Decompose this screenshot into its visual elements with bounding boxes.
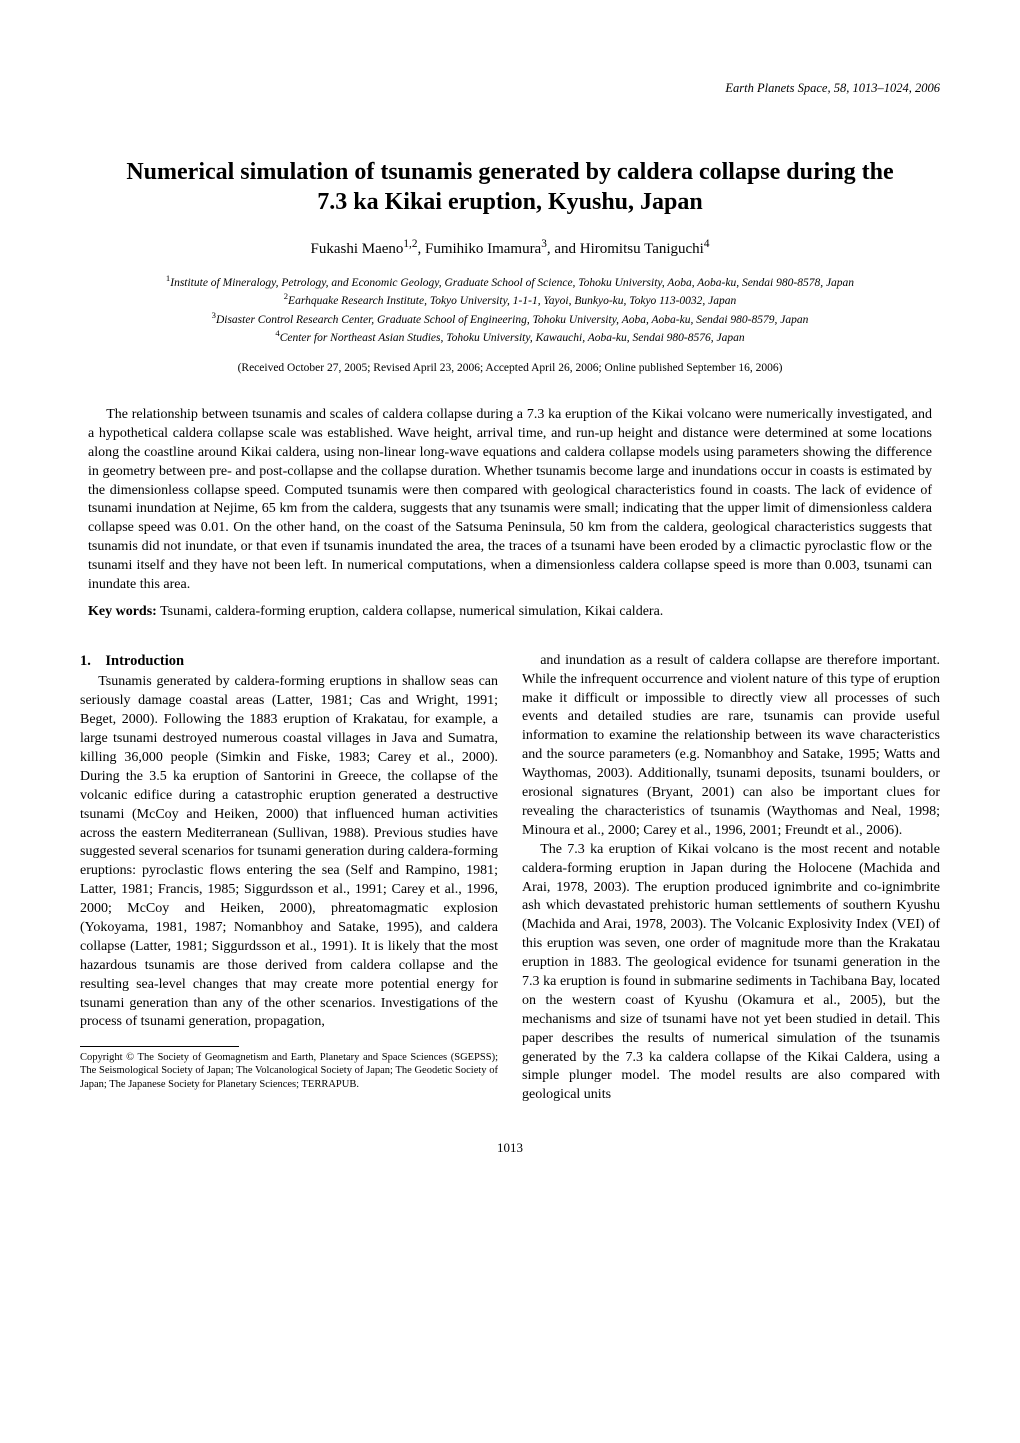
affiliation-2: 2Earhquake Research Institute, Tokyo Uni… bbox=[80, 291, 940, 309]
manuscript-dates: (Received October 27, 2005; Revised Apri… bbox=[80, 361, 940, 377]
paper-title: Numerical simulation of tsunamis generat… bbox=[110, 157, 910, 217]
abstract: The relationship between tsunamis and sc… bbox=[88, 406, 932, 595]
intro-paragraph-3: The 7.3 ka eruption of Kikai volcano is … bbox=[522, 841, 940, 1105]
intro-paragraph-2: and inundation as a result of caldera co… bbox=[522, 652, 940, 841]
keywords-label: Key words: bbox=[88, 604, 157, 619]
affiliation-3: 3Disaster Control Research Center, Gradu… bbox=[80, 310, 940, 328]
abstract-text: The relationship between tsunamis and sc… bbox=[88, 406, 932, 595]
keywords: Key words: Tsunami, caldera-forming erup… bbox=[88, 603, 932, 622]
affiliation-1: 1Institute of Mineralogy, Petrology, and… bbox=[80, 273, 940, 291]
section-1-heading: 1. Introduction bbox=[80, 652, 498, 672]
affiliation-4: 4Center for Northeast Asian Studies, Toh… bbox=[80, 328, 940, 346]
affiliations: 1Institute of Mineralogy, Petrology, and… bbox=[80, 273, 940, 346]
author-list: Fukashi Maeno1,2, Fumihiko Imamura3, and… bbox=[80, 237, 940, 259]
journal-reference: Earth Planets Space, 58, 1013–1024, 2006 bbox=[80, 80, 940, 97]
body-columns: 1. Introduction Tsunamis generated by ca… bbox=[80, 652, 940, 1105]
footnote-rule bbox=[80, 1046, 239, 1047]
keywords-text: Tsunami, caldera-forming eruption, calde… bbox=[157, 604, 663, 619]
intro-paragraph-1: Tsunamis generated by caldera-forming er… bbox=[80, 673, 498, 1032]
page-number: 1013 bbox=[80, 1139, 940, 1157]
copyright-footnote: Copyright © The Society of Geomagnetism … bbox=[80, 1051, 498, 1090]
